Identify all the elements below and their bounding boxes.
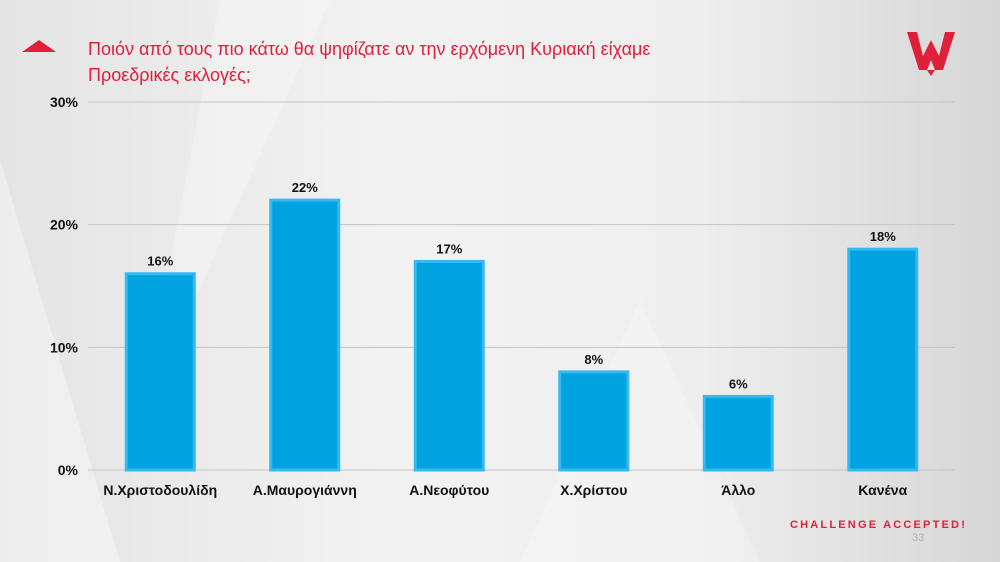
data-label: 16% xyxy=(147,254,173,269)
category-label: Ν.Χριστοδουλίδη xyxy=(103,482,217,498)
bar xyxy=(702,394,774,472)
y-tick-label: 10% xyxy=(50,339,79,355)
category-label: Κανένα xyxy=(858,482,907,498)
category-labels: Ν.Χριστοδουλίδη Α.Μαυρογιάννη Α.Νεοφύτου Χ.… xyxy=(103,482,907,498)
y-tick-label: 20% xyxy=(50,217,79,233)
y-tick-label: 0% xyxy=(58,462,79,478)
category-label: Άλλο xyxy=(721,482,755,498)
bars xyxy=(124,198,919,472)
tagline: CHALLENGE ACCEPTED! xyxy=(790,519,968,531)
bar xyxy=(413,259,485,472)
data-label: 22% xyxy=(292,180,318,195)
y-tick-label: 30% xyxy=(50,94,79,110)
triangle-up-icon xyxy=(22,40,56,52)
brand-logo-icon xyxy=(907,32,955,76)
y-axis-ticks: 0% 10% 20% 30% xyxy=(50,94,79,478)
data-labels: 16% 22% 17% 8% 6% 18% xyxy=(147,180,896,391)
page-number: 33 xyxy=(912,532,925,544)
bar xyxy=(269,198,341,472)
data-label: 6% xyxy=(729,376,748,391)
gridlines xyxy=(88,101,955,471)
category-label: Α.Νεοφύτου xyxy=(409,482,489,498)
page-title: Ποιόν από τους πιο κάτω θα ψηφίζατε αν τ… xyxy=(88,39,651,85)
data-label: 17% xyxy=(436,241,462,256)
data-label: 18% xyxy=(870,229,896,244)
category-label: Χ.Χρίστου xyxy=(560,482,627,498)
data-label: 8% xyxy=(584,352,603,367)
bar xyxy=(124,272,196,472)
bar xyxy=(558,370,630,472)
category-label: Α.Μαυρογιάννη xyxy=(253,482,357,498)
bar xyxy=(847,247,919,472)
